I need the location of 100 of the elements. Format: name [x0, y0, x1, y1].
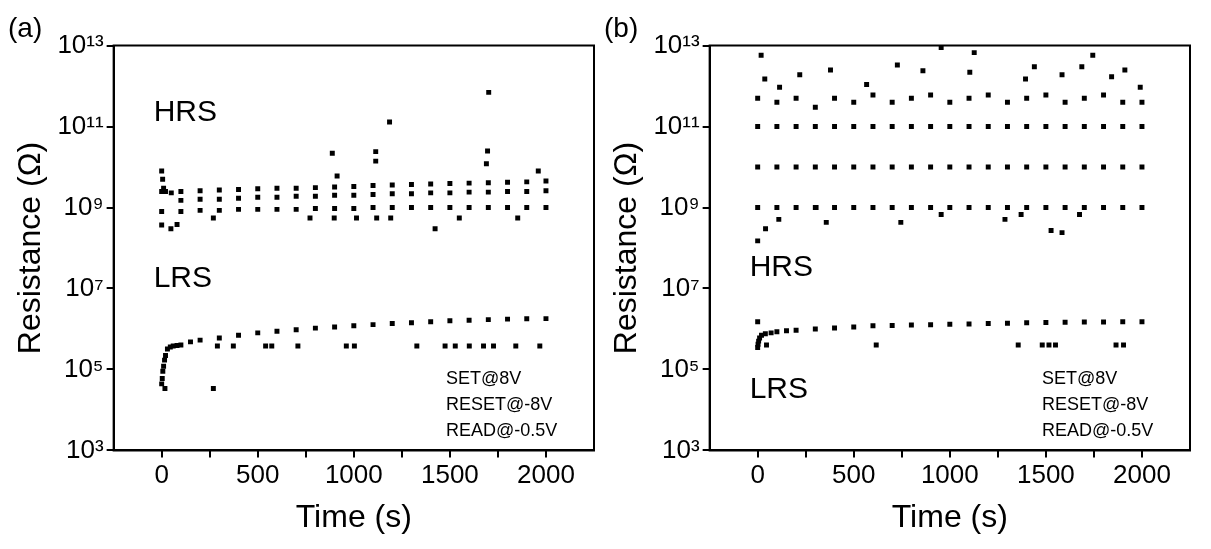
- point: [873, 342, 879, 348]
- point: [428, 319, 434, 325]
- point: [351, 323, 357, 329]
- point: [216, 335, 222, 341]
- point: [332, 324, 338, 330]
- series-label: LRS: [153, 260, 213, 294]
- point: [230, 343, 236, 349]
- series-label: HRS: [153, 94, 218, 128]
- point: [159, 381, 165, 387]
- point: [1120, 319, 1126, 325]
- point: [755, 319, 761, 325]
- point: [236, 332, 242, 338]
- point: [159, 375, 165, 381]
- point: [408, 320, 414, 326]
- x-tick-label: 1500: [420, 459, 479, 490]
- point: [160, 368, 166, 374]
- point: [274, 328, 280, 334]
- point: [1043, 319, 1049, 325]
- point: [1053, 342, 1058, 348]
- series-label: HRS: [749, 248, 814, 282]
- point: [269, 343, 275, 349]
- y-axis-title: Resistance (Ω): [607, 141, 644, 355]
- point: [812, 326, 818, 332]
- point: [162, 385, 168, 391]
- x-tick-label: 1500: [1016, 459, 1075, 490]
- annotation: SET@8V: [1042, 368, 1118, 389]
- point: [768, 330, 774, 336]
- point: [351, 343, 357, 349]
- y-tick-label: 10⁹: [63, 190, 104, 221]
- point: [466, 317, 472, 323]
- point: [188, 339, 193, 345]
- point: [537, 343, 543, 349]
- point: [505, 316, 511, 322]
- point: [178, 342, 184, 348]
- x-tick-label: 2000: [1113, 459, 1171, 490]
- x-tick-label: 1000: [324, 459, 383, 490]
- point: [1046, 342, 1052, 348]
- annotation: SET@8V: [446, 368, 522, 389]
- point: [491, 343, 496, 349]
- point: [370, 322, 376, 328]
- point: [774, 329, 780, 335]
- point: [162, 357, 168, 363]
- point: [793, 327, 799, 333]
- annotation: READ@-0.5V: [446, 420, 558, 441]
- y-tick-label: 10¹¹: [57, 109, 104, 140]
- x-tick-label: 0: [154, 459, 169, 490]
- x-axis-title: Time (s): [295, 497, 412, 534]
- y-tick-label: 10⁷: [661, 271, 700, 302]
- point: [447, 318, 453, 324]
- point: [389, 321, 395, 327]
- point: [197, 337, 203, 343]
- point: [1101, 319, 1107, 325]
- y-tick-label: 10⁷: [65, 271, 104, 302]
- annotation: RESET@-8V: [1042, 394, 1149, 415]
- x-tick-label: 2000: [517, 459, 575, 490]
- x-tick-label: 500: [236, 459, 280, 490]
- point: [1062, 319, 1068, 325]
- y-tick-label: 10⁵: [63, 352, 104, 383]
- y-tick-label: 10³: [662, 433, 700, 464]
- point: [1039, 342, 1045, 348]
- point: [1139, 319, 1145, 325]
- point: [543, 316, 549, 322]
- point: [524, 316, 530, 322]
- point: [485, 317, 491, 323]
- point: [452, 343, 458, 349]
- point: [985, 321, 991, 327]
- point: [928, 322, 934, 328]
- point: [466, 343, 472, 349]
- point: [832, 325, 838, 331]
- point: [343, 343, 349, 349]
- point: [442, 343, 448, 349]
- annotation: RESET@-8V: [446, 394, 553, 415]
- point: [1024, 320, 1030, 326]
- point: [263, 343, 269, 349]
- point: [1081, 319, 1087, 325]
- point: [764, 342, 769, 348]
- point: [513, 343, 519, 349]
- annotation: READ@-0.5V: [1042, 420, 1154, 441]
- x-axis-title: Time (s): [891, 497, 1008, 534]
- point: [784, 328, 789, 334]
- point: [1015, 342, 1021, 348]
- point: [295, 343, 301, 349]
- point: [1004, 320, 1010, 326]
- point: [255, 330, 261, 336]
- y-tick-label: 10¹³: [653, 28, 700, 59]
- point: [293, 327, 299, 333]
- y-tick-label: 10⁹: [659, 190, 700, 221]
- point: [481, 343, 486, 349]
- point: [161, 363, 167, 369]
- series-label: LRS: [749, 371, 809, 405]
- point: [163, 353, 168, 359]
- point: [210, 385, 216, 391]
- point: [414, 343, 420, 349]
- point: [947, 321, 953, 327]
- point: [762, 331, 768, 337]
- point: [870, 323, 876, 329]
- chart-title: (a): [8, 11, 43, 43]
- point: [851, 324, 857, 330]
- x-tick-label: 1000: [920, 459, 979, 490]
- y-axis-title: Resistance (Ω): [11, 141, 48, 355]
